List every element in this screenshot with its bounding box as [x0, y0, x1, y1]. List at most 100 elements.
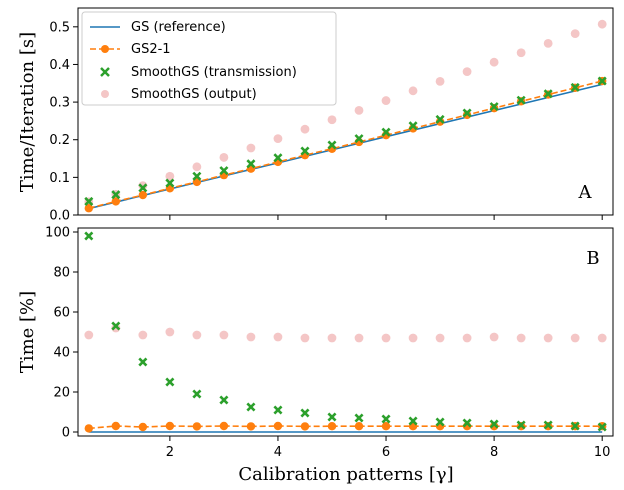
panel-a-gs2-1-point: [138, 190, 148, 200]
panel-b-smoothgs-output-point: [570, 333, 580, 343]
panel-b-smoothgs-transmission-point: [543, 420, 553, 430]
panel-b-smoothgs-output-point: [273, 332, 283, 342]
panel-a-ytick-label: 0.0: [49, 209, 70, 224]
panel-b-smoothgs-output-point: [516, 333, 526, 343]
panel-a-gs2-1-point: [435, 117, 445, 126]
panel-b-xticks: 2 4 6 8 10: [166, 436, 611, 460]
panel-a-smoothgs-transmission-point: [300, 146, 310, 156]
panel-b-gs2-1-point: [489, 422, 499, 431]
panel-b-gs2-1-point: [354, 422, 364, 431]
panel-a-gs-reference-line: [88, 83, 603, 210]
panel-b-ytick-label: 80: [53, 266, 70, 281]
panel-b-ytick-label: 100: [45, 226, 70, 241]
panel-a-smoothgs-transmission-point: [462, 108, 472, 118]
legend-entry-smoothgs-transmission: SmoothGS (transmission): [100, 65, 297, 80]
panel-b-gs2-1-point: [84, 424, 94, 433]
legend: GS (reference) GS2-1 SmoothGS (transmiss…: [81, 11, 337, 106]
legend-entry-gs-reference: GS (reference): [90, 20, 226, 35]
panel-a-gs2-1-point: [462, 110, 472, 120]
legend-label-smoothgs-transmission: SmoothGS (transmission): [131, 65, 297, 80]
panel-b-smoothgs-transmission-point: [516, 420, 526, 430]
panel-a-smoothgs-output-point: [489, 57, 499, 67]
panel-b-xtick-label: 4: [274, 445, 282, 460]
legend-label-gs-reference: GS (reference): [131, 20, 226, 35]
panel-a-smoothgs-transmission-point: [597, 76, 607, 86]
legend-entry-gs2-1: GS2-1: [90, 42, 171, 57]
panel-b-xtick-label: 10: [594, 445, 611, 460]
panel-b-smoothgs-output-point: [165, 327, 175, 337]
panel-a-smoothgs-output-point: [354, 105, 364, 115]
panel-b-gs2-1-point: [111, 421, 121, 431]
panel-a-label: A: [578, 182, 593, 203]
panel-b-gs2-1-point: [192, 422, 202, 431]
panel-a-ytick-label: 0.1: [49, 171, 70, 186]
panel-a-gs2-1-point: [111, 197, 121, 206]
panel-a-smoothgs-transmission-point: [138, 183, 148, 193]
panel-a-smoothgs-transmission-point: [408, 121, 418, 131]
panel-b-smoothgs-output-point: [138, 330, 148, 340]
panel-a-ytick-label: 0.2: [49, 133, 70, 148]
panel-b-smoothgs-output-point: [111, 323, 121, 333]
legend-marker-orange: [101, 45, 109, 53]
panel-b-smoothgs-output-point: [543, 333, 553, 343]
panel-b-smoothgs-transmission-point: [435, 417, 445, 427]
legend-entry-smoothgs-output: SmoothGS (output): [101, 87, 257, 102]
panel-a-smoothgs-transmission-point: [435, 114, 445, 124]
panel-a-frame: [77, 7, 614, 216]
panel-a-smoothgs-output-point: [462, 67, 472, 77]
panel-b-smoothgs-output-point: [219, 330, 229, 340]
panel-b-smoothgs-output-point: [327, 333, 337, 343]
panel-a-smoothgs-transmission-point: [84, 196, 94, 206]
panel-b-ytick-label: 60: [53, 306, 70, 321]
panel-a-smoothgs-output-point: [435, 76, 445, 86]
panel-a-yticks: 0.0 0.1 0.2 0.3 0.4 0.5: [49, 20, 78, 224]
panel-b-gs2-1-point: [381, 422, 391, 431]
panel-b-smoothgs-output-point: [408, 333, 418, 343]
panel-a-smoothgs-output-point: [597, 19, 607, 29]
panel-a: Time/Iteration [s] A 0.0 0.1 0.2 0.3 0.4 0.5: [17, 7, 614, 224]
panel-b-gs2-1-point: [246, 422, 256, 431]
panel-b-gs2-1-point: [300, 422, 310, 431]
panel-b-smoothgs-transmission-point: [597, 422, 607, 432]
panel-a-smoothgs-output-point: [570, 29, 580, 38]
panel-b-gs2-1-point: [219, 421, 229, 431]
panel-a-smoothgs-transmission-point: [570, 82, 580, 92]
panel-b-frame: [77, 227, 614, 437]
panel-b-smoothgs-transmission-point: [327, 412, 337, 422]
panel-b-smoothgs-transmission-point: [165, 377, 175, 387]
panel-b-smoothgs-output-point: [300, 333, 310, 343]
panel-b-smoothgs-transmission-point: [408, 416, 418, 426]
panel-b-smoothgs-output-point: [192, 330, 202, 340]
panel-b-smoothgs-transmission-point: [381, 414, 391, 424]
panel-b-gs2-1-line: [88, 425, 603, 430]
panel-a-smoothgs-output-point: [516, 48, 526, 58]
panel-b-smoothgs-transmission-point: [462, 418, 472, 428]
panel-b-yticks: 0 20 40 60 80 100: [45, 226, 78, 441]
panel-b-ytick-label: 0: [62, 426, 70, 441]
panel-b-xlabel: Calibration patterns [γ]: [238, 464, 453, 485]
panel-a-smoothgs-transmission-point: [543, 89, 553, 99]
panel-a-smoothgs-transmission-point: [354, 134, 364, 144]
panel-b-smoothgs-transmission-point: [84, 231, 94, 241]
panel-b-smoothgs-output-point: [489, 332, 499, 342]
panel-a-smoothgs-output-point: [300, 124, 310, 134]
panel-b-smoothgs-output-point: [354, 333, 364, 343]
panel-b-smoothgs-transmission-point: [570, 421, 580, 431]
panel-a-smoothgs-transmission-point: [246, 159, 256, 169]
panel-b-xtick-label: 2: [166, 445, 174, 460]
panel-b-smoothgs-transmission-point: [354, 413, 364, 423]
panel-a-smoothgs-output-point: [543, 38, 553, 48]
panel-a-smoothgs-output-point: [246, 143, 256, 153]
panel-b-smoothgs-output-point: [435, 333, 445, 343]
panel-b-xtick-label: 8: [490, 445, 498, 460]
panel-b-xtick-label: 6: [382, 445, 390, 460]
panel-b-smoothgs-transmission-point: [192, 389, 202, 399]
panel-b-gs2-1-point: [138, 422, 148, 432]
panel-b-ytick-label: 40: [53, 346, 70, 361]
panel-a-smoothgs-output-point: [327, 115, 337, 125]
panel-a-smoothgs-output-point: [219, 153, 229, 162]
panel-b-label: B: [586, 248, 599, 269]
legend-marker-green-x: [100, 67, 110, 77]
panel-b-ytick-label: 20: [53, 386, 70, 401]
